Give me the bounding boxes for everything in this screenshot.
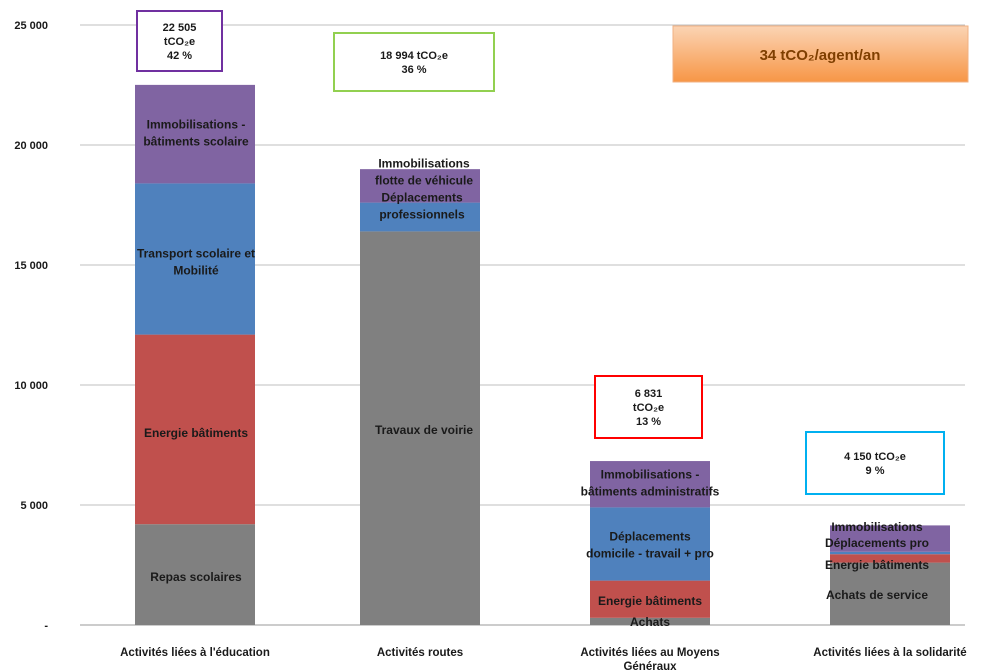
segment-label: Déplacements domicile - travail + pro — [586, 530, 714, 561]
y-tick-label: - — [44, 620, 48, 632]
bar-segment — [135, 84, 255, 184]
segment-label: Déplacements professionnels — [379, 191, 465, 222]
bar-segment — [830, 554, 950, 563]
stacked-bars — [135, 84, 950, 625]
bar-segment — [590, 461, 710, 508]
total-box — [594, 375, 703, 439]
bar-segment — [360, 202, 480, 232]
bar-segment — [135, 183, 255, 335]
segment-label: Immobilisations -bâtiments scolaire — [143, 118, 249, 149]
segment-label: Immobilisations — [831, 520, 923, 534]
total-label: 22 505 tCO₂e 42 % — [163, 22, 197, 62]
total-boxes: 22 505 tCO₂e 42 % 18 994 tCO₂e 36 % 6 831 tCO₂… — [136, 10, 945, 495]
y-tick-label: 5 000 — [20, 500, 48, 512]
segment-label: Achats — [630, 615, 670, 629]
bar-segment — [360, 231, 480, 625]
x-tick-label: Activités routes — [377, 647, 463, 659]
callout-text: 34 tCO₂/agent/an — [760, 47, 881, 64]
callout-box — [672, 25, 969, 83]
segment-label: Déplacements pro — [825, 536, 929, 550]
y-tick-label: 10 000 — [14, 380, 48, 392]
y-tick-label: 15 000 — [14, 260, 48, 272]
total-label: 6 831 tCO₂e 13 % — [633, 388, 664, 428]
total-box — [805, 431, 945, 495]
total-box — [333, 32, 495, 92]
bar-segment — [830, 551, 950, 555]
x-tick-label: Activités liées au Moyens Généraux — [580, 647, 719, 672]
total-box — [136, 10, 223, 72]
bar-segment — [135, 334, 255, 525]
x-axis: Activités liées à l'éducation Activités r… — [120, 647, 967, 672]
bar-segment — [135, 524, 255, 625]
segment-label: Travaux de voirie — [375, 423, 473, 437]
bar-segment — [830, 525, 950, 552]
y-tick-label: 25 000 — [14, 20, 48, 32]
segment-label: Energie bâtiments — [825, 558, 929, 572]
bar-segment — [830, 562, 950, 625]
total-label: 18 994 tCO₂e 36 % — [380, 50, 448, 76]
segment-label: Repas scolaires — [150, 570, 242, 584]
x-tick-label: Activités liées à la solidarité — [813, 647, 966, 659]
segment-label: Energie bâtiments — [598, 594, 702, 608]
bar-segment — [590, 507, 710, 581]
x-tick-label: Activités liées à l'éducation — [120, 647, 270, 659]
segment-label: Energie bâtiments — [144, 426, 248, 440]
per-agent-callout: 34 tCO₂/agent/an — [672, 25, 969, 83]
bar-segment — [590, 580, 710, 618]
total-label: 4 150 tCO₂e 9 % — [844, 451, 906, 477]
segment-label: Immobilisations -bâtiments administratif… — [581, 468, 720, 499]
y-tick-label: 20 000 — [14, 140, 48, 152]
segment-label: Achats de service — [826, 588, 928, 602]
bar-segment — [360, 169, 480, 203]
bar-segment — [590, 617, 710, 625]
y-axis: - 5 000 10 000 15 000 20 000 25 000 — [14, 20, 48, 632]
segment-label: Transport scolaire et Mobilité — [137, 247, 255, 278]
segment-labels: Repas scolaires Energie bâtiments Transpor… — [137, 118, 929, 630]
segment-label: Immobilisations flotte de véhicule — [375, 157, 473, 188]
